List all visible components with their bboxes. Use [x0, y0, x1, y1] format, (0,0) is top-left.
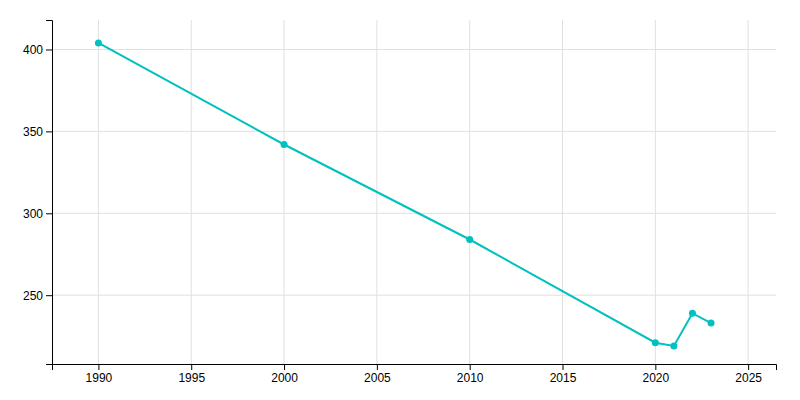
y-grid-line	[52, 131, 776, 132]
x-axis-line	[53, 365, 777, 371]
point	[652, 339, 659, 346]
y-tick-mark	[46, 295, 52, 296]
y-grid-line	[52, 295, 776, 296]
x-tick: 2000	[271, 364, 298, 385]
x-grid-line	[655, 20, 656, 364]
grid	[52, 20, 776, 364]
x-tick-label: 1995	[178, 371, 205, 385]
x-tick: 2005	[364, 364, 391, 385]
x-grid-line	[562, 20, 563, 364]
x-tick-mark	[748, 364, 749, 370]
y-tick-mark	[46, 49, 52, 50]
x-grid-line	[284, 20, 285, 364]
point	[95, 39, 102, 46]
y-tick-label: 350	[23, 125, 43, 139]
y-tick-mark	[46, 131, 52, 132]
y-axis-line	[46, 21, 53, 365]
y-tick: 350	[23, 125, 52, 139]
point	[708, 320, 715, 327]
x-tick-label: 2005	[364, 371, 391, 385]
y-tick-label: 300	[23, 207, 43, 221]
point	[281, 141, 288, 148]
y-tick-label: 400	[23, 43, 43, 57]
x-tick-label: 2025	[735, 371, 762, 385]
x-tick-mark	[470, 364, 471, 370]
x-tick: 2020	[642, 364, 669, 385]
y-tick: 250	[23, 289, 52, 303]
y-tick-label: 250	[23, 289, 43, 303]
y-tick: 400	[23, 43, 52, 57]
x-axis: 1990 1995 2000 2005 2010 2015 2020 2025	[53, 364, 777, 385]
plot: 1990 1995 2000 2005 2010 2015 2020 2025 250 300 35…	[23, 20, 777, 385]
x-tick: 2010	[457, 364, 484, 385]
y-axis: 250 300 350 400	[23, 21, 53, 365]
x-grid-line	[191, 20, 192, 364]
y-tick: 300	[23, 207, 52, 221]
x-tick: 1990	[86, 364, 113, 385]
x-grid-line	[469, 20, 470, 364]
point	[689, 310, 696, 317]
x-tick-mark	[284, 364, 285, 370]
x-tick-label: 1990	[86, 371, 113, 385]
y-grid-line	[52, 49, 776, 50]
y-grid-line	[52, 213, 776, 214]
x-tick-mark	[191, 364, 192, 370]
line	[98, 43, 711, 346]
x-tick: 1995	[178, 364, 205, 385]
x-tick: 2015	[550, 364, 577, 385]
x-tick-label: 2000	[271, 371, 298, 385]
x-tick-label: 2020	[642, 371, 669, 385]
point	[670, 342, 677, 349]
x-tick: 2025	[735, 364, 762, 385]
x-tick-label: 2010	[457, 371, 484, 385]
x-tick-mark	[377, 364, 378, 370]
point	[466, 236, 473, 243]
series	[95, 39, 715, 349]
x-tick-mark	[563, 364, 564, 370]
chart: 1990 1995 2000 2005 2010 2015 2020 2025 250 300 35…	[0, 0, 800, 400]
y-tick-mark	[46, 213, 52, 214]
x-tick-mark	[655, 364, 656, 370]
x-tick-label: 2015	[550, 371, 577, 385]
x-grid-line	[98, 20, 99, 364]
x-tick-mark	[98, 364, 99, 370]
x-grid-line	[748, 20, 749, 364]
